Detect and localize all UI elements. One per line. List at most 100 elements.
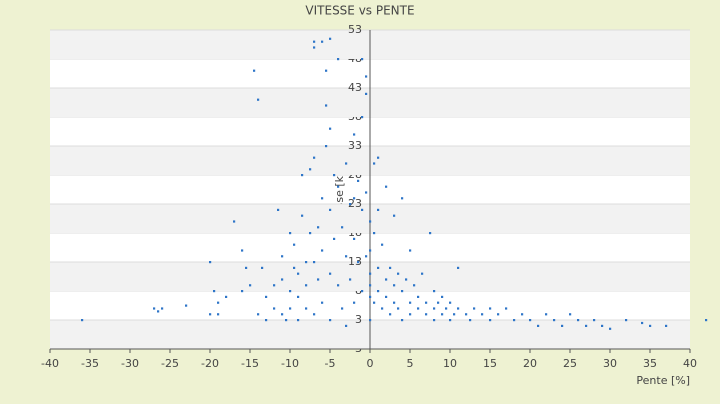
point [257, 313, 260, 316]
chart-title: VITESSE vs PENTE [305, 4, 414, 18]
point [553, 319, 556, 322]
point [313, 46, 316, 49]
x-tick-label: -25 [161, 357, 179, 370]
x-axis-label: Pente [%] [636, 374, 690, 387]
point [309, 232, 312, 235]
x-tick-label: -5 [325, 357, 336, 370]
point [337, 284, 340, 287]
point [281, 278, 284, 281]
point [365, 191, 368, 194]
point [425, 313, 428, 316]
point [381, 307, 384, 310]
point [413, 284, 416, 287]
point [313, 40, 316, 43]
point [321, 249, 324, 252]
y-tick-label: 23 [348, 197, 362, 210]
point [361, 58, 364, 61]
point [257, 98, 260, 101]
point [245, 266, 248, 269]
point [337, 185, 340, 188]
point [433, 319, 436, 322]
x-tick-label: 30 [603, 357, 617, 370]
point [289, 290, 292, 293]
point [233, 220, 236, 223]
x-tick-label: 0 [367, 357, 374, 370]
y-tick-label: 33 [348, 139, 362, 152]
point [369, 284, 372, 287]
point [365, 92, 368, 95]
point [353, 301, 356, 304]
point [349, 203, 352, 206]
point [337, 58, 340, 61]
point [265, 295, 268, 298]
point [241, 290, 244, 293]
point [369, 272, 372, 275]
point [261, 266, 264, 269]
point [425, 301, 428, 304]
point [289, 232, 292, 235]
point [289, 307, 292, 310]
point [593, 319, 596, 322]
point [293, 266, 296, 269]
point [301, 214, 304, 217]
point [329, 319, 332, 322]
x-tick-label: 25 [563, 357, 577, 370]
point [305, 307, 308, 310]
x-tick-label: 40 [683, 357, 697, 370]
point [353, 133, 356, 136]
x-tick-label: 35 [643, 357, 657, 370]
point [377, 266, 380, 269]
point [585, 324, 588, 327]
point [393, 214, 396, 217]
point [705, 319, 708, 322]
point [313, 156, 316, 159]
point [241, 249, 244, 252]
point [441, 295, 444, 298]
point [393, 301, 396, 304]
point [349, 278, 352, 281]
point [217, 313, 220, 316]
point [225, 295, 228, 298]
x-tick-label: 20 [523, 357, 537, 370]
point [361, 290, 364, 293]
point [433, 307, 436, 310]
point [209, 313, 212, 316]
point [345, 255, 348, 258]
point [537, 324, 540, 327]
point [277, 208, 280, 211]
point [469, 319, 472, 322]
point [353, 237, 356, 240]
y-tick-label: 43 [348, 81, 362, 94]
point [317, 226, 320, 229]
point [369, 295, 372, 298]
point [321, 197, 324, 200]
point [253, 69, 256, 72]
point [393, 284, 396, 287]
point [513, 319, 516, 322]
point [409, 313, 412, 316]
point [209, 261, 212, 264]
point [329, 272, 332, 275]
point [377, 290, 380, 293]
point [409, 249, 412, 252]
point [377, 156, 380, 159]
point [369, 220, 372, 223]
point [505, 307, 508, 310]
point [297, 295, 300, 298]
point [341, 226, 344, 229]
point [397, 272, 400, 275]
point [281, 255, 284, 258]
point [665, 324, 668, 327]
point [437, 301, 440, 304]
point [473, 307, 476, 310]
point [281, 313, 284, 316]
point [401, 197, 404, 200]
x-tick-label: -30 [121, 357, 139, 370]
point [381, 243, 384, 246]
point [365, 255, 368, 258]
point [389, 313, 392, 316]
point [285, 319, 288, 322]
point [481, 313, 484, 316]
x-tick-label: 5 [407, 357, 414, 370]
